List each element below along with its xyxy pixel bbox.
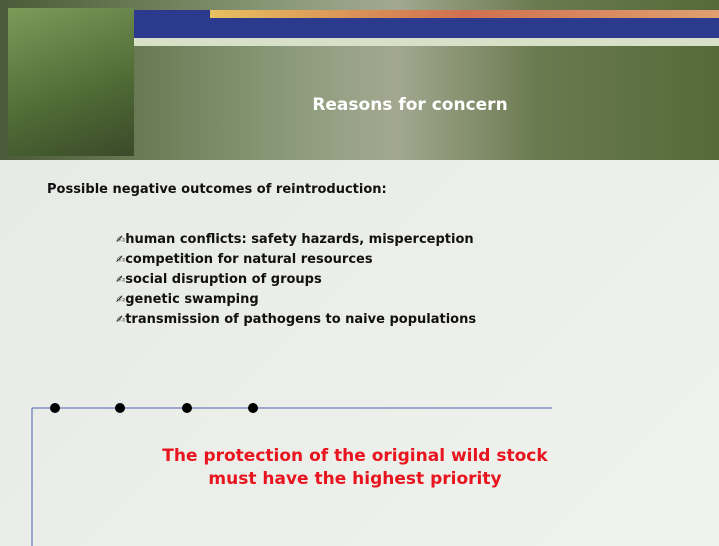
callout-line: The protection of the original wild stoc…	[162, 446, 548, 466]
callout-line: must have the highest priority	[208, 469, 502, 489]
title: Reasons for concern	[312, 95, 508, 115]
bullet: transmission of pathogens to naive popul…	[116, 310, 476, 330]
photo	[8, 8, 134, 156]
intro: Possible negative outcomes of reintroduc…	[47, 182, 387, 197]
bullet: competition for natural resources	[116, 250, 476, 270]
callout: The protection of the original wild stoc…	[100, 445, 610, 491]
bullet: genetic swamping	[116, 290, 476, 310]
stripe	[134, 38, 719, 46]
bullet: social disruption of groups	[116, 270, 476, 290]
bullet-list: human conflicts: safety hazards, misperc…	[116, 230, 476, 330]
bullet: human conflicts: safety hazards, misperc…	[116, 230, 476, 250]
stripe	[210, 10, 719, 18]
